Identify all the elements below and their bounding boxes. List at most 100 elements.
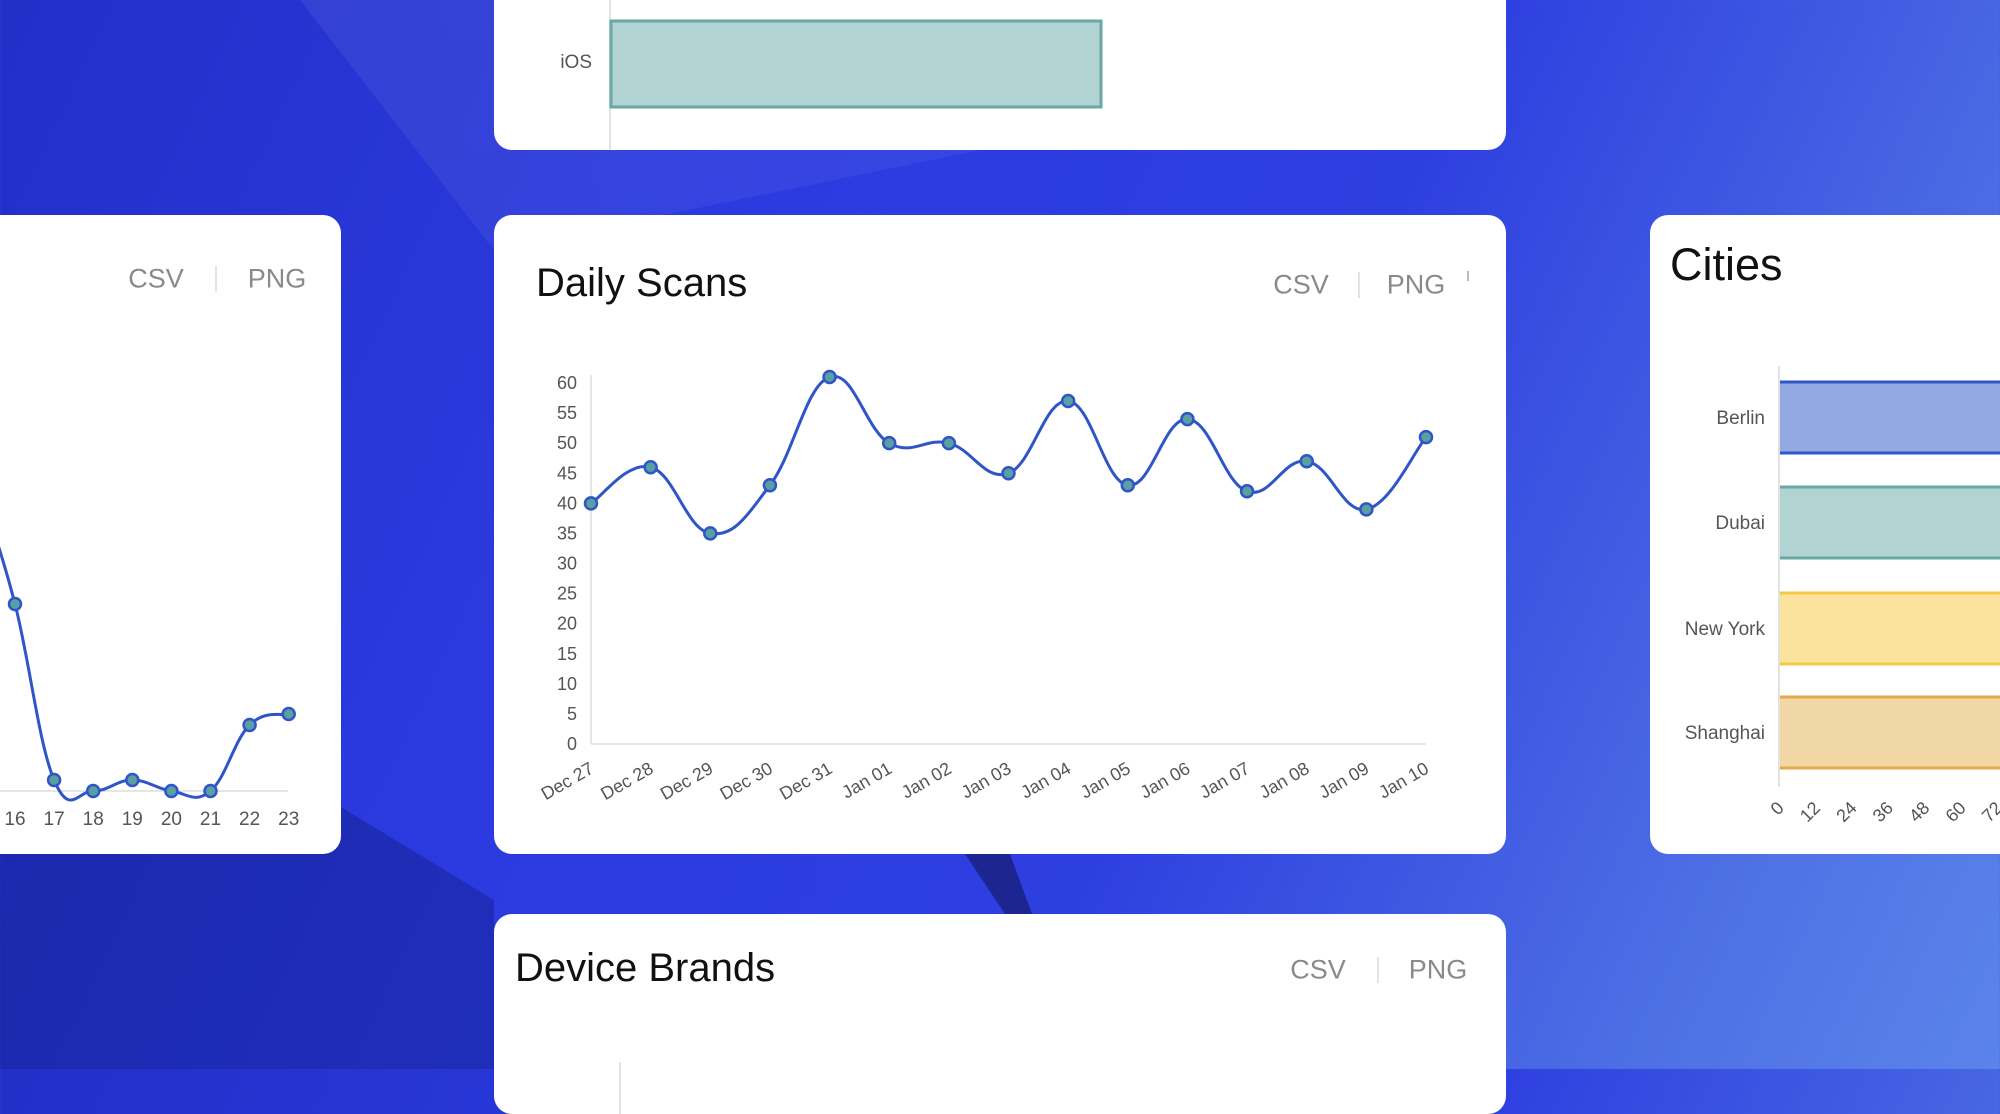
data-point[interactable]	[242, 717, 257, 733]
data-point[interactable]	[1299, 453, 1314, 469]
x-tick-label: Jan 08	[1256, 758, 1313, 802]
data-point[interactable]	[85, 783, 101, 799]
data-point[interactable]	[1001, 466, 1016, 481]
x-tick-label: Jan 05	[1077, 758, 1134, 802]
data-point[interactable]	[1359, 502, 1374, 517]
series-line	[0, 546, 290, 802]
png-button[interactable]: PNG	[1408, 954, 1468, 985]
y-tick-label: 0	[567, 734, 577, 754]
x-tick-label: 19	[122, 809, 143, 830]
y-tick-label: 5	[567, 704, 577, 724]
x-tick-label: 0	[1767, 798, 1788, 819]
x-tick-label: 16	[4, 809, 25, 830]
x-tick-label: Jan 07	[1196, 758, 1253, 802]
bar-berlin[interactable]	[1780, 381, 2000, 454]
x-tick-label: Dec 28	[597, 758, 656, 804]
y-tick-label: 25	[557, 584, 577, 604]
category-label: iOS	[560, 52, 592, 73]
category-label: Shanghai	[1685, 723, 1765, 744]
x-tick-label: 24	[1832, 798, 1860, 826]
bar-shanghai[interactable]	[1780, 696, 2000, 769]
hourly-chart: 16 17 18 19 20 21 22 23	[0, 546, 299, 830]
csv-button[interactable]: CSV	[1273, 269, 1329, 300]
card-title: Cities	[1670, 239, 1783, 290]
data-point[interactable]	[1060, 393, 1076, 409]
divider	[1358, 272, 1360, 298]
device-brands-card: Device Brands CSV PNG	[494, 914, 1506, 1114]
data-point[interactable]	[703, 526, 718, 541]
data-point[interactable]	[941, 435, 957, 451]
x-tick-label: 72	[1978, 798, 2000, 826]
y-tick-label: 40	[557, 493, 577, 513]
platforms-chart: iOS	[560, 0, 1103, 150]
category-label: Dubai	[1715, 513, 1765, 534]
bar-new-york[interactable]	[1780, 592, 2000, 665]
data-point[interactable]	[46, 772, 62, 788]
data-point[interactable]	[881, 435, 897, 451]
x-tick-label: Jan 02	[898, 758, 955, 802]
card-title: Device Brands	[515, 946, 776, 990]
png-button[interactable]: PNG	[247, 263, 307, 294]
data-point[interactable]	[583, 496, 599, 511]
data-point[interactable]	[203, 783, 218, 799]
bar-dubai[interactable]	[1780, 486, 2000, 559]
x-tick-label: 12	[1796, 798, 1824, 826]
x-tick-label: Jan 03	[958, 758, 1015, 802]
data-point[interactable]	[1180, 411, 1195, 427]
series-line	[590, 374, 1428, 536]
data-point[interactable]	[643, 459, 658, 475]
csv-button[interactable]: CSV	[1290, 954, 1346, 985]
x-tick-label: Jan 01	[838, 758, 895, 802]
info-icon[interactable]	[1467, 271, 1469, 281]
x-tick-label: 60	[1942, 798, 1970, 826]
card-title: Daily Scans	[536, 261, 748, 305]
x-tick-label: Jan 09	[1316, 758, 1373, 802]
hourly-card: CSV PNG 16 17 18 19 20 21 22 23	[0, 215, 341, 854]
x-tick-label: 22	[239, 809, 260, 830]
data-point[interactable]	[281, 706, 296, 722]
x-tick-label: 48	[1905, 798, 1933, 826]
divider	[1377, 957, 1379, 983]
x-tick-label: 36	[1869, 798, 1897, 826]
y-tick-label: 35	[557, 523, 577, 543]
y-tick-label: 45	[557, 463, 577, 483]
divider	[215, 266, 217, 292]
data-point[interactable]	[822, 369, 837, 385]
y-tick-label: 60	[557, 373, 577, 393]
data-point[interactable]	[125, 772, 140, 788]
data-point[interactable]	[1418, 429, 1434, 445]
x-tick-label: Jan 06	[1137, 758, 1194, 802]
y-tick-label: 50	[557, 433, 577, 453]
x-tick-label: 23	[278, 809, 299, 830]
png-button[interactable]: PNG	[1386, 269, 1446, 300]
data-point[interactable]	[7, 596, 23, 612]
cities-chart: Berlin Dubai New York Shanghai 0 12 24 36 48 60 72	[1685, 366, 2000, 826]
x-tick-label: 21	[200, 809, 221, 830]
data-point[interactable]	[762, 478, 778, 493]
x-tick-label: 20	[161, 809, 182, 830]
daily-scans-card: Daily Scans CSV PNG 0 5 10 15 20 25 30 35 40 45 50…	[494, 215, 1506, 854]
y-tick-label: 10	[557, 674, 577, 694]
data-point[interactable]	[164, 783, 179, 799]
data-point[interactable]	[1120, 478, 1136, 493]
x-tick-label: Dec 27	[538, 758, 597, 804]
x-tick-label: Jan 10	[1375, 758, 1432, 802]
y-tick-label: 20	[557, 614, 577, 634]
bar-ios[interactable]	[609, 19, 1103, 109]
data-point[interactable]	[1239, 484, 1255, 499]
csv-button[interactable]: CSV	[128, 263, 184, 294]
y-tick-label: 30	[557, 554, 577, 574]
x-tick-label: Dec 31	[776, 758, 835, 804]
x-tick-label: Dec 29	[657, 758, 716, 804]
x-tick-label: 17	[44, 809, 65, 830]
y-tick-label: 15	[557, 644, 577, 664]
y-axis	[619, 1062, 621, 1114]
cities-card: Cities Berlin Dubai New York Shanghai 0 12 24 3…	[1650, 215, 2000, 854]
x-tick-label: Dec 30	[717, 758, 776, 804]
y-tick-label: 55	[557, 403, 577, 423]
x-tick-label: Jan 04	[1017, 758, 1074, 802]
platforms-card: iOS	[494, 0, 1506, 150]
category-label: New York	[1685, 619, 1766, 640]
x-tick-label: 18	[83, 809, 104, 830]
